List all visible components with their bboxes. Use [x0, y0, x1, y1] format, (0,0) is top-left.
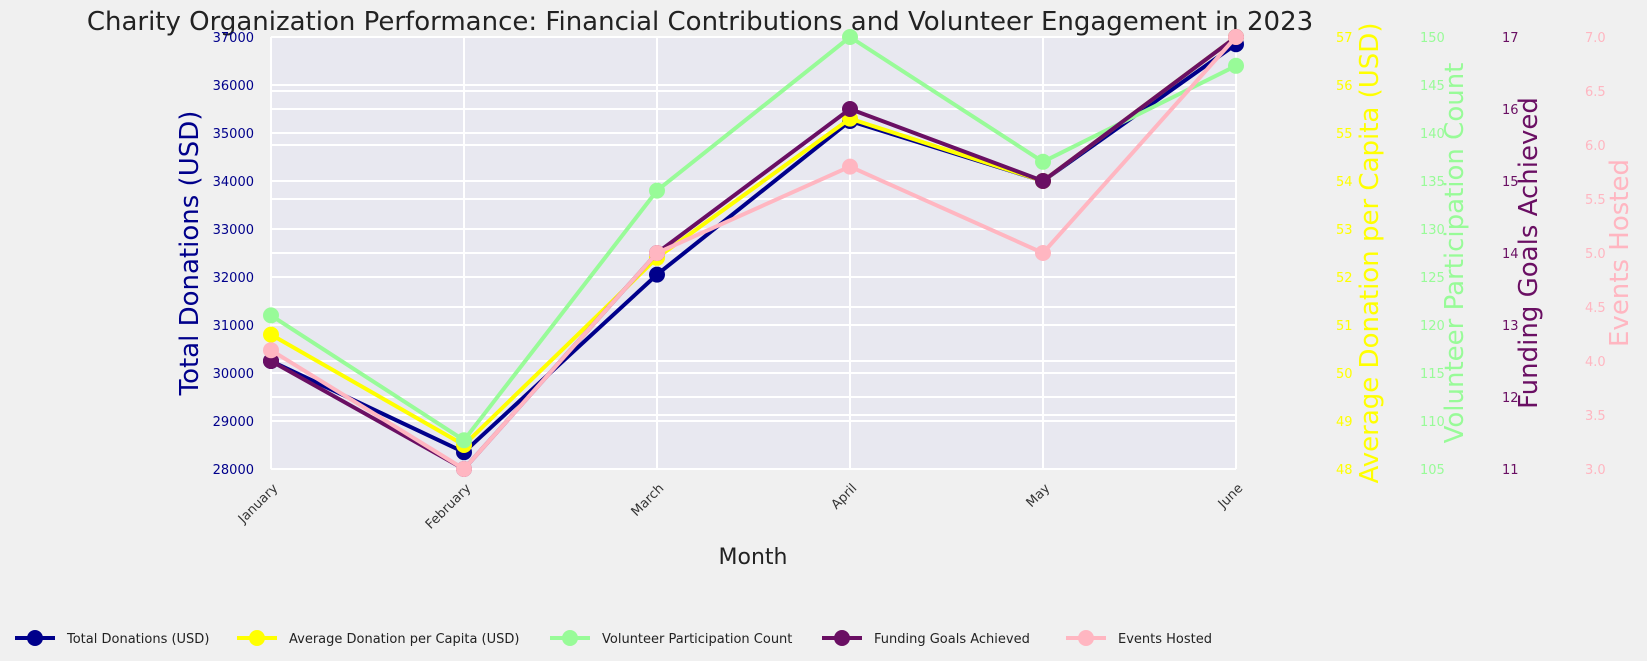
y-tick-label-events: 5.0: [1585, 247, 1606, 262]
series-line-events: [269, 35, 1238, 471]
x-tick-label: March: [629, 481, 668, 520]
y-tick-label-donations: 31000: [213, 319, 254, 334]
y-tick-label-goals: 13: [1502, 319, 1519, 334]
y-tick-label-events: 6.0: [1585, 139, 1606, 154]
legend-label: Events Hosted: [1118, 632, 1212, 647]
y-axes: 28000 29000 30000 31000 32000 33000 34000 35000…: [175, 23, 1635, 484]
series-line-volunteers: [269, 35, 1237, 443]
y-tick-label-volunteers: 150: [1420, 31, 1445, 46]
y-tick-label-donations: 32000: [213, 271, 254, 286]
legend-swatch-marker: [1078, 630, 1094, 646]
y-tick-label-volunteers: 125: [1420, 271, 1445, 286]
data-point-donations: [649, 266, 665, 283]
legend-label: Funding Goals Achieved: [874, 632, 1030, 647]
x-tick-label: February: [423, 481, 475, 533]
data-point-events: [263, 342, 279, 359]
y-tick-label-avg_donation: 53: [1336, 223, 1353, 238]
x-tick-label: May: [1024, 481, 1054, 511]
x-tick-label: April: [829, 481, 861, 513]
data-point-avg_donation: [263, 326, 279, 343]
y-tick-label-avg_donation: 48: [1336, 463, 1353, 478]
y-tick-label-events: 3.5: [1585, 409, 1606, 424]
y-tick-label-avg_donation: 51: [1336, 319, 1353, 334]
y-tick-label-avg_donation: 49: [1336, 415, 1353, 430]
y-tick-label-goals: 15: [1502, 175, 1519, 190]
data-point-volunteers: [456, 432, 472, 449]
y-tick-label-donations: 34000: [213, 175, 254, 190]
y-tick-label-avg_donation: 54: [1336, 175, 1353, 190]
legend-label: Total Donations (USD): [66, 632, 209, 647]
chart-title: Charity Organization Performance: Financ…: [87, 7, 1313, 37]
y-tick-label-donations: 35000: [213, 127, 254, 142]
y-tick-label-goals: 14: [1502, 247, 1519, 262]
data-point-volunteers: [1035, 153, 1051, 170]
y-axis-label-events: Events Hosted: [1605, 159, 1635, 347]
data-point-events: [649, 245, 665, 261]
legend-label: Average Donation per Capita (USD): [289, 632, 519, 647]
data-point-events: [842, 158, 858, 175]
legend-item-avg_donation: Average Donation per Capita (USD): [237, 630, 519, 647]
y-tick-label-volunteers: 145: [1420, 79, 1445, 94]
y-tick-label-volunteers: 105: [1420, 463, 1445, 478]
legend-swatch-marker: [249, 630, 265, 646]
y-axis-label-volunteers: Volunteer Participation Count: [1440, 63, 1470, 444]
grid-lines: [270, 36, 1237, 470]
y-tick-label-avg_donation: 56: [1336, 79, 1353, 94]
y-tick-label-donations: 36000: [213, 79, 254, 94]
data-point-volunteers: [842, 29, 858, 45]
y-tick-label-volunteers: 135: [1420, 175, 1445, 190]
y-tick-label-avg_donation: 55: [1336, 127, 1353, 142]
y-tick-label-donations: 37000: [213, 31, 254, 46]
y-axis-label-donations: Total Donations (USD): [175, 111, 205, 397]
y-tick-label-donations: 30000: [213, 367, 254, 382]
y-tick-label-donations: 29000: [213, 415, 254, 430]
x-tick-label: June: [1215, 481, 1246, 512]
legend: Total Donations (USD) Average Donation pe…: [15, 630, 1212, 647]
y-tick-label-events: 5.5: [1585, 193, 1606, 208]
legend-item-goals: Funding Goals Achieved: [822, 630, 1030, 647]
y-tick-label-volunteers: 130: [1420, 223, 1445, 238]
data-point-events: [456, 461, 472, 477]
data-point-events: [1228, 29, 1244, 45]
y-tick-label-volunteers: 115: [1420, 367, 1445, 382]
y-tick-label-events: 7.0: [1585, 31, 1606, 46]
x-axis-label: Month: [719, 545, 788, 570]
y-tick-label-goals: 12: [1502, 391, 1519, 406]
y-tick-label-avg_donation: 50: [1336, 367, 1353, 382]
legend-item-donations: Total Donations (USD): [15, 630, 209, 647]
series-layer: [263, 29, 1244, 477]
x-tick-label: January: [235, 481, 281, 527]
y-tick-label-events: 3.0: [1585, 463, 1606, 478]
y-tick-label-volunteers: 140: [1420, 127, 1445, 142]
y-tick-label-goals: 11: [1502, 463, 1519, 478]
data-point-volunteers: [649, 182, 665, 199]
y-tick-label-volunteers: 110: [1420, 415, 1445, 430]
y-tick-label-events: 4.0: [1585, 355, 1606, 370]
legend-item-events: Events Hosted: [1066, 630, 1212, 647]
y-tick-label-donations: 33000: [213, 223, 254, 238]
y-tick-label-avg_donation: 52: [1336, 271, 1353, 286]
data-point-volunteers: [263, 307, 279, 324]
y-axis-label-avg_donation: Average Donation per Capita (USD): [1355, 23, 1385, 484]
y-tick-label-events: 4.5: [1585, 301, 1606, 316]
legend-swatch-marker: [27, 630, 43, 646]
data-point-goals: [1035, 173, 1051, 189]
y-tick-label-avg_donation: 57: [1336, 31, 1353, 46]
x-axis: January February March April May June: [235, 481, 1246, 533]
legend-swatch-marker: [562, 630, 578, 646]
data-point-volunteers: [1228, 57, 1244, 74]
y-tick-label-volunteers: 120: [1420, 319, 1445, 334]
legend-swatch-marker: [834, 630, 850, 646]
y-tick-label-donations: 28000: [213, 463, 254, 478]
legend-label: Volunteer Participation Count: [602, 632, 792, 647]
legend-item-volunteers: Volunteer Participation Count: [550, 630, 792, 647]
data-point-events: [1035, 245, 1051, 261]
data-point-goals: [842, 101, 858, 117]
y-axis-label-goals: Funding Goals Achieved: [1514, 97, 1544, 409]
y-tick-label-goals: 16: [1502, 103, 1519, 118]
y-tick-label-goals: 17: [1502, 31, 1519, 46]
y-tick-label-events: 6.5: [1585, 85, 1606, 100]
